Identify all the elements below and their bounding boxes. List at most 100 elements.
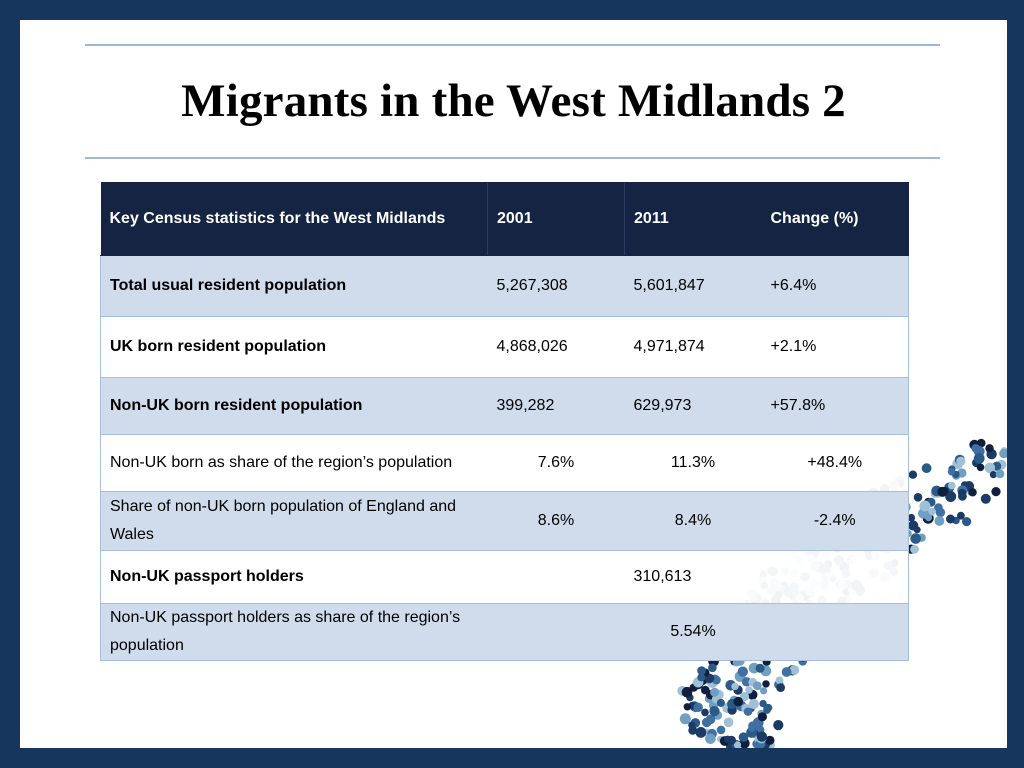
decorative-dot: [775, 676, 784, 685]
slide: Migrants in the West Midlands 2 Key Cens…: [20, 20, 1007, 748]
decorative-dot: [971, 444, 980, 453]
decorative-dot: [948, 481, 956, 490]
decorative-dot: [733, 741, 742, 748]
decorative-dot: [759, 699, 767, 708]
decorative-dot: [921, 463, 932, 474]
decorative-dot: [913, 493, 923, 502]
decorative-dot: [910, 544, 919, 554]
table-row: Non-UK born resident population 399,282 …: [100, 377, 909, 435]
decorative-dot: [957, 488, 967, 498]
cell-2011: 629,973: [624, 377, 762, 435]
decorative-dot: [731, 682, 739, 691]
decorative-dot: [745, 686, 753, 694]
row-label: Share of non-UK born population of Engla…: [100, 491, 488, 551]
decorative-dot: [710, 687, 720, 697]
decorative-dot: [757, 712, 768, 722]
decorative-dot: [763, 706, 771, 714]
decorative-dot: [681, 686, 693, 698]
cell-2011: 8.4%: [624, 491, 762, 551]
decorative-dot: [716, 725, 726, 735]
cell-2001: 8.6%: [487, 491, 625, 551]
decorative-dot: [732, 658, 741, 667]
decorative-dot: [776, 683, 785, 692]
decorative-dot: [695, 727, 707, 738]
decorative-dot: [738, 732, 749, 742]
decorative-dot: [985, 444, 994, 453]
decorative-dot: [781, 667, 792, 677]
decorative-dot: [723, 717, 734, 728]
row-label: Non-UK passport holders as share of the …: [100, 603, 488, 661]
decorative-dot: [945, 491, 957, 502]
decorative-dot: [727, 735, 736, 745]
table-row: Non-UK born as share of the region’s pop…: [100, 434, 909, 492]
column-header: 2001: [487, 182, 625, 256]
decorative-dot: [748, 698, 759, 710]
column-header: Key Census statistics for the West Midla…: [100, 182, 488, 256]
decorative-dot: [756, 731, 768, 742]
decorative-dot: [934, 503, 943, 512]
column-header: 2011: [624, 182, 762, 256]
table-row: Share of non-UK born population of Engla…: [100, 491, 909, 551]
cell-change: -2.4%: [761, 491, 909, 551]
decorative-dot: [984, 462, 996, 474]
decorative-dot: [947, 468, 956, 476]
decorative-dot: [701, 685, 710, 695]
decorative-dot: [753, 681, 762, 690]
cell-2011: 5.54%: [624, 603, 762, 661]
cell-change: +2.1%: [761, 316, 909, 378]
decorative-dot: [991, 487, 1001, 497]
decorative-dot: [709, 706, 720, 717]
decorative-dot: [679, 713, 691, 725]
decorative-dot: [941, 487, 949, 495]
slide-title: Migrants in the West Midlands 2: [181, 75, 846, 127]
decorative-dot: [708, 663, 717, 673]
row-label: Non-UK born as share of the region’s pop…: [100, 434, 488, 492]
cell-2001: [487, 603, 625, 661]
table-row: Non-UK passport holders as share of the …: [100, 603, 909, 661]
decorative-dot: [968, 488, 977, 497]
decorative-dot: [980, 493, 991, 504]
cell-2011: 11.3%: [624, 434, 762, 492]
column-header: Change (%): [761, 182, 909, 256]
row-label: Non-UK born resident population: [100, 377, 488, 435]
decorative-dot: [733, 696, 743, 707]
decorative-dot: [995, 469, 1005, 479]
decorative-dot: [957, 511, 965, 520]
decorative-dot: [908, 470, 918, 479]
decorative-dot: [908, 520, 919, 531]
decorative-dot: [737, 666, 748, 677]
decorative-dot: [683, 703, 691, 711]
decorative-dot: [999, 448, 1007, 459]
decorative-dot: [693, 702, 703, 712]
table-row: Total usual resident population 5,267,30…: [100, 255, 909, 317]
decorative-dot: [755, 663, 765, 673]
cell-2011: 310,613: [624, 550, 762, 604]
decorative-dot: [989, 471, 998, 479]
title-rule-bottom: [85, 157, 940, 159]
census-table: Key Census statistics for the West Midla…: [100, 182, 909, 661]
decorative-dot: [910, 533, 921, 544]
decorative-dot: [957, 468, 967, 478]
decorative-dot: [928, 507, 936, 516]
row-label: Non-UK passport holders: [100, 550, 488, 604]
decorative-dot: [688, 726, 698, 735]
decorative-dot: [760, 687, 768, 695]
decorative-dot: [697, 673, 706, 682]
cell-2001: 4,868,026: [487, 316, 625, 378]
row-label: Total usual resident population: [100, 255, 488, 317]
cell-change: +6.4%: [761, 255, 909, 317]
table-header-row: Key Census statistics for the West Midla…: [100, 182, 909, 256]
decorative-dot: [705, 733, 716, 745]
cell-2001: 5,267,308: [487, 255, 625, 317]
decorative-dot: [765, 735, 775, 745]
cell-change: [761, 603, 909, 661]
decorative-dot: [773, 720, 784, 731]
table-row: UK born resident population 4,868,026 4,…: [100, 316, 909, 378]
cell-2001: 399,282: [487, 377, 625, 435]
cell-2001: [487, 550, 625, 604]
decorative-dot: [716, 698, 725, 707]
decorative-dot: [748, 724, 756, 732]
decorative-dot: [697, 666, 706, 675]
title-rule-top: [85, 44, 940, 46]
decorative-dot: [962, 517, 972, 527]
